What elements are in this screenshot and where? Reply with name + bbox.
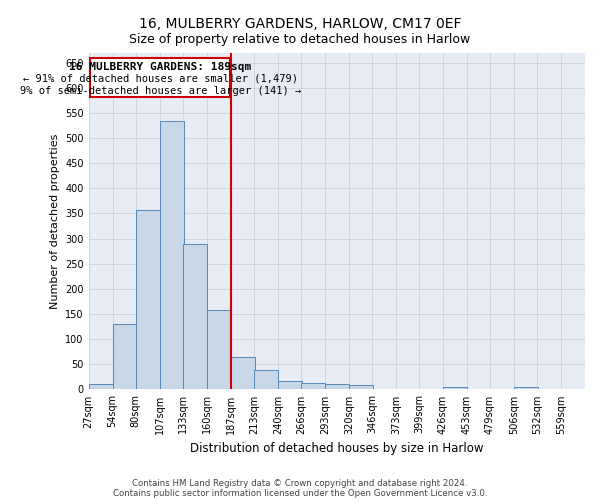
Bar (349, 386, 373, 390)
Bar (89, 384, 113, 390)
Bar (207, 310, 230, 390)
Bar (514, 387, 538, 390)
Bar (443, 387, 467, 390)
Text: Contains HM Land Registry data © Crown copyright and database right 2024.: Contains HM Land Registry data © Crown c… (132, 478, 468, 488)
Text: 9% of semi-detached houses are larger (141) →: 9% of semi-detached houses are larger (1… (20, 86, 301, 96)
Text: Size of property relative to detached houses in Harlow: Size of property relative to detached ho… (130, 32, 470, 46)
Bar (254, 370, 278, 390)
Text: 16 MULBERRY GARDENS: 189sqm: 16 MULBERRY GARDENS: 189sqm (69, 62, 251, 72)
Text: ← 91% of detached houses are smaller (1,479): ← 91% of detached houses are smaller (1,… (23, 74, 298, 84)
Y-axis label: Number of detached properties: Number of detached properties (50, 134, 59, 308)
Bar (113, 324, 136, 390)
Bar (231, 356, 254, 390)
Bar (160, 122, 184, 390)
Bar (278, 381, 302, 390)
Text: 16, MULBERRY GARDENS, HARLOW, CM17 0EF: 16, MULBERRY GARDENS, HARLOW, CM17 0EF (139, 18, 461, 32)
FancyBboxPatch shape (91, 58, 230, 97)
Bar (136, 210, 160, 390)
Bar (301, 383, 325, 390)
Text: Contains public sector information licensed under the Open Government Licence v3: Contains public sector information licen… (113, 488, 487, 498)
Bar (325, 384, 349, 390)
Bar (183, 244, 206, 390)
X-axis label: Distribution of detached houses by size in Harlow: Distribution of detached houses by size … (190, 442, 484, 455)
